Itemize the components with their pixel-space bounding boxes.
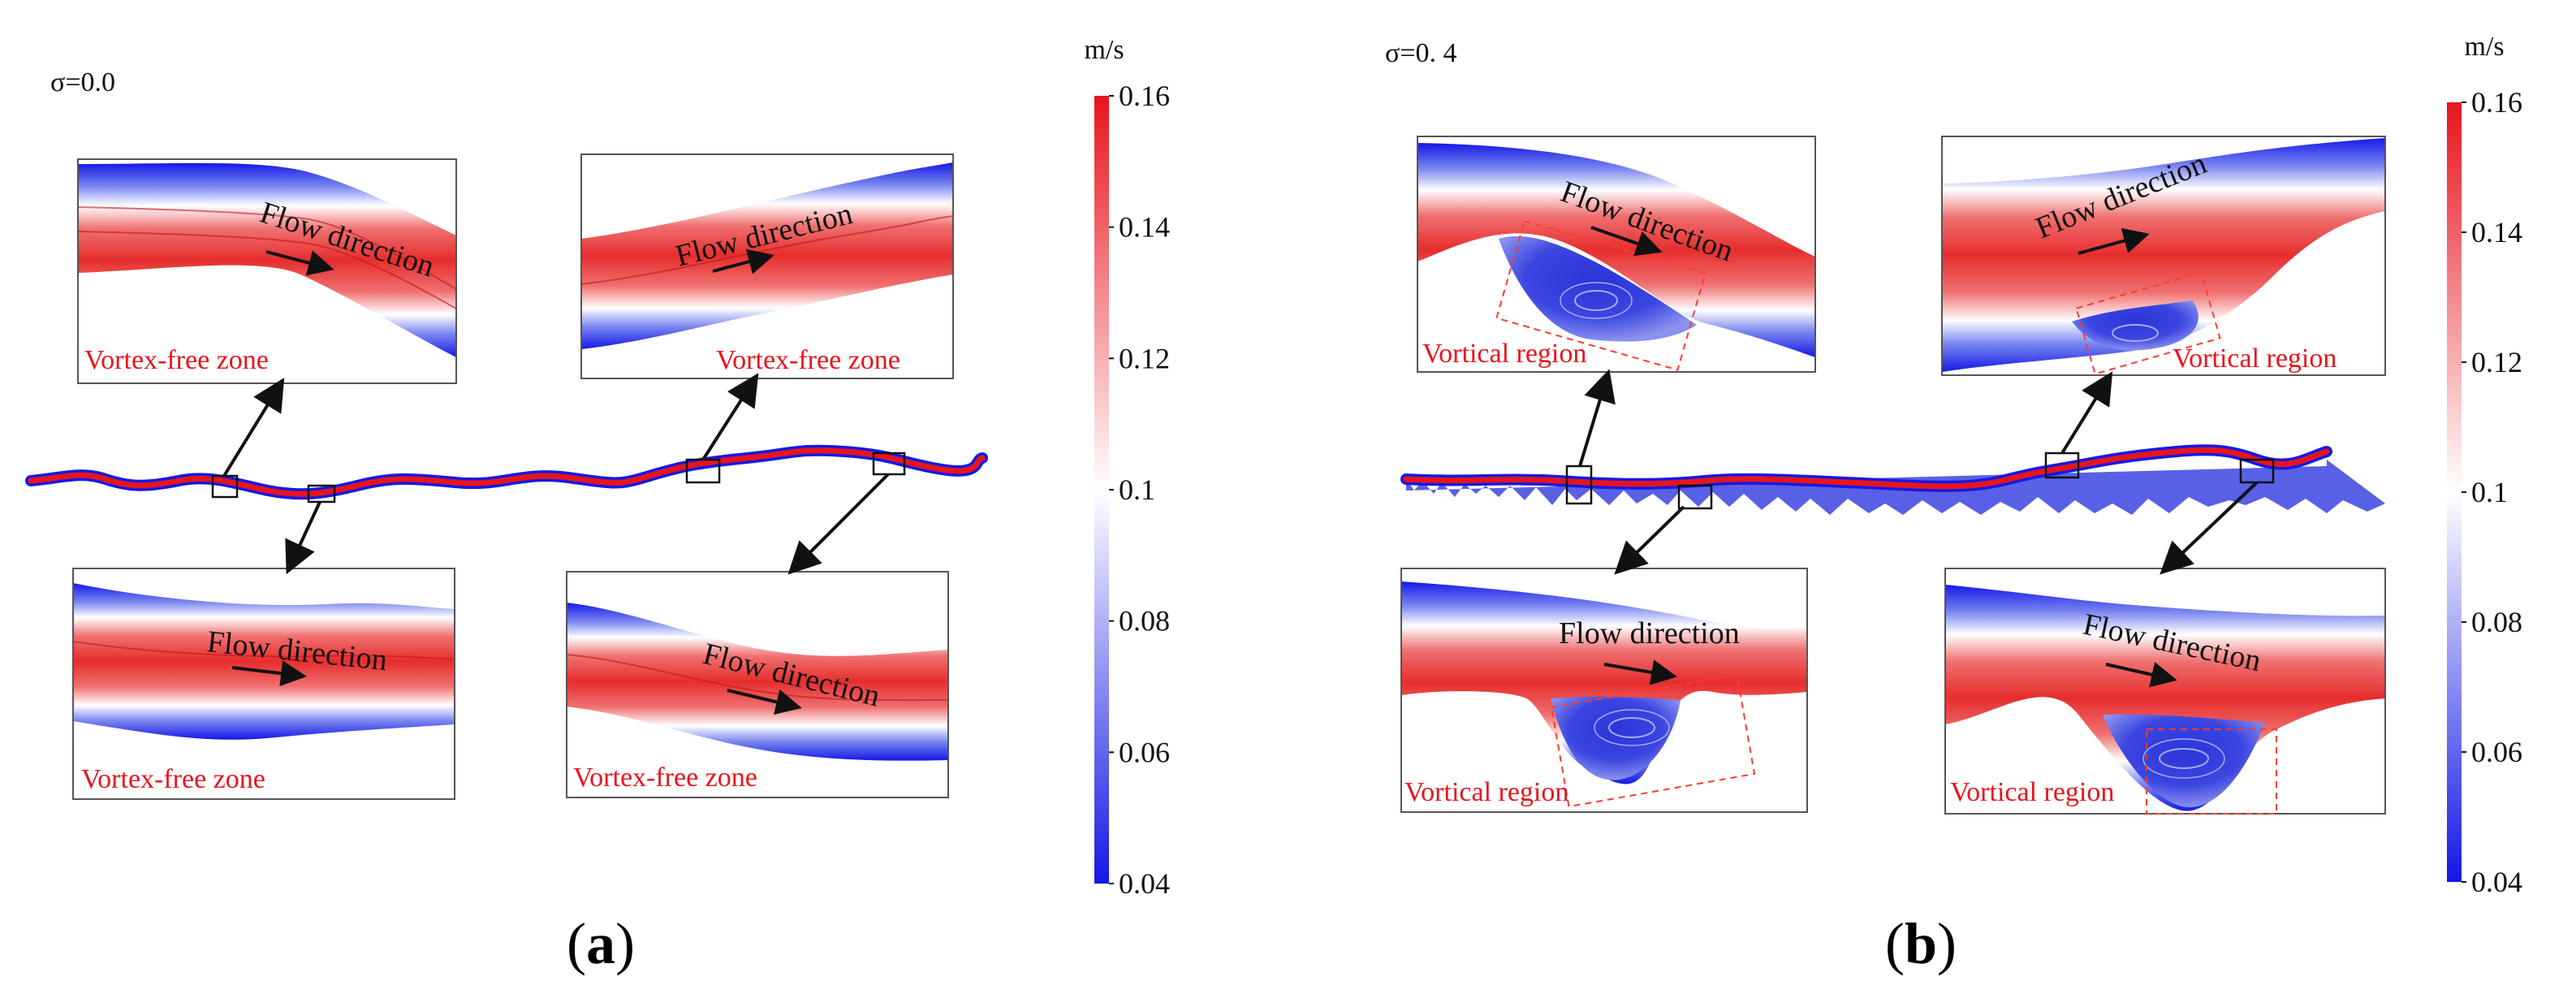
- panel-a: σ=0.0 Flow direction Vortex-free zone: [25, 67, 988, 976]
- pointer-arrow-b1: [1578, 369, 1616, 467]
- inset-a4: Flow direction Vortex-free zone: [566, 571, 949, 798]
- flow-arrow-b4: [2105, 662, 2177, 688]
- zone-label-a2: Vortex-free zone: [716, 345, 900, 375]
- zone-label-b4: Vortical region: [1950, 777, 2114, 807]
- sigma-label-b: σ=0. 4: [1385, 38, 1457, 68]
- flow-arrow-a1: [265, 250, 334, 276]
- colorbar-ticks-b: 0.16 0.14 0.12 0.1 0.08 0.06 0.04: [2462, 86, 2522, 898]
- flow-label-b3: Flow direction: [1559, 616, 1740, 650]
- pointer-arrow-b3: [1614, 505, 1685, 575]
- locator-b2: [1677, 484, 1713, 510]
- inset-b3: Flow direction Vortical region: [1400, 568, 1808, 813]
- pointer-arrow-a3: [285, 501, 321, 575]
- colorbar-unit-b: m/s: [2464, 32, 2504, 62]
- colorbar-tick-label-b-2: 0.12: [2471, 346, 2522, 378]
- locator-a4: [872, 452, 906, 476]
- zone-label-b2: Vortical region: [2173, 344, 2337, 374]
- panel-label-a: (a): [567, 911, 635, 976]
- pointer-arrow-a4: [787, 473, 890, 575]
- vortex-b4: [2103, 714, 2265, 808]
- panel-label-b: (b): [1885, 911, 1957, 976]
- colorbar-tick-label-a-6: 0.04: [1119, 867, 1170, 900]
- colorbar-tick-label-b-0: 0.16: [2471, 86, 2522, 119]
- colorbar-tick-label-a-2: 0.12: [1119, 342, 1170, 374]
- flow-arrow-a2: [712, 249, 775, 274]
- sigma-label-a: σ=0.0: [50, 67, 115, 97]
- locator-b1: [1565, 465, 1593, 505]
- colorbar-tick-label-a-0: 0.16: [1119, 80, 1170, 112]
- zone-label-a3: Vortex-free zone: [81, 764, 265, 794]
- colorbar-tick-label-b-4: 0.08: [2471, 606, 2522, 638]
- channel-b: [1400, 444, 2385, 515]
- inset-a3: Flow direction Vortex-free zone: [72, 568, 455, 800]
- flow-arrow-a4: [727, 689, 802, 715]
- colorbar-unit-a: m/s: [1084, 35, 1124, 65]
- colorbar-tick-label-b-3: 0.1: [2471, 476, 2508, 508]
- colorbar-tick-label-a-3: 0.1: [1119, 473, 1155, 506]
- colorbar-a: m/s 0.16 0.14 0.12 0.1 0.08 0.06 0.04: [1084, 35, 1170, 900]
- colorbar-tick-label-a-4: 0.08: [1119, 605, 1170, 637]
- colorbar-b: m/s 0.16 0.14 0.12 0.1 0.08 0.06 0.04: [2447, 32, 2522, 898]
- flow-arrow-a3: [231, 660, 307, 687]
- channel-a: [25, 444, 988, 504]
- pointer-arrow-b2: [2060, 371, 2113, 455]
- zone-label-b1: Vortical region: [1422, 339, 1586, 369]
- colorbar-tick-label-a-1: 0.14: [1119, 211, 1170, 244]
- panel-b: σ=0. 4 Flow direction Vortical reg: [1385, 38, 2386, 976]
- colorbar-gradient-b: [2447, 102, 2462, 882]
- flow-arrow-b1: [1590, 226, 1663, 257]
- flow-arrow-b2: [2078, 227, 2150, 255]
- colorbar-tick-label-b-1: 0.14: [2471, 216, 2522, 249]
- vortex-box-b1: [1495, 220, 1707, 371]
- pointer-arrow-a1: [222, 378, 285, 478]
- zone-label-b3: Vortical region: [1405, 777, 1568, 807]
- zone-label-a1: Vortex-free zone: [84, 345, 269, 375]
- flow-arrow-b3: [1603, 659, 1677, 685]
- locator-a2: [307, 484, 336, 504]
- vortex-box-b2: [2075, 271, 2221, 375]
- vortex-box-b3: [1550, 673, 1756, 808]
- zone-label-a4: Vortex-free zone: [573, 763, 757, 793]
- inset-a2: Flow direction Vortex-free zone: [580, 153, 954, 379]
- pointer-arrow-a2: [701, 373, 759, 461]
- inset-a1: Flow direction Vortex-free zone: [77, 158, 457, 384]
- inset-b4: Flow direction Vortical region: [1944, 568, 2386, 815]
- colorbar-tick-label-b-6: 0.04: [2471, 866, 2522, 898]
- inset-b2: Flow direction Vortical region: [1941, 136, 2386, 376]
- pointer-arrow-b4: [2160, 481, 2259, 575]
- colorbar-ticks-a: 0.16 0.14 0.12 0.1 0.08 0.06 0.04: [1109, 80, 1170, 900]
- colorbar-tick-label-a-5: 0.06: [1119, 736, 1170, 768]
- colorbar-tick-label-b-5: 0.06: [2471, 736, 2522, 768]
- inset-b1: Flow direction Vortical region: [1417, 136, 1816, 373]
- colorbar-gradient-a: [1094, 96, 1109, 884]
- vortex-b1: [1499, 236, 1697, 342]
- vortex-b3: [1551, 696, 1681, 780]
- vortex-box-b4: [2146, 728, 2277, 815]
